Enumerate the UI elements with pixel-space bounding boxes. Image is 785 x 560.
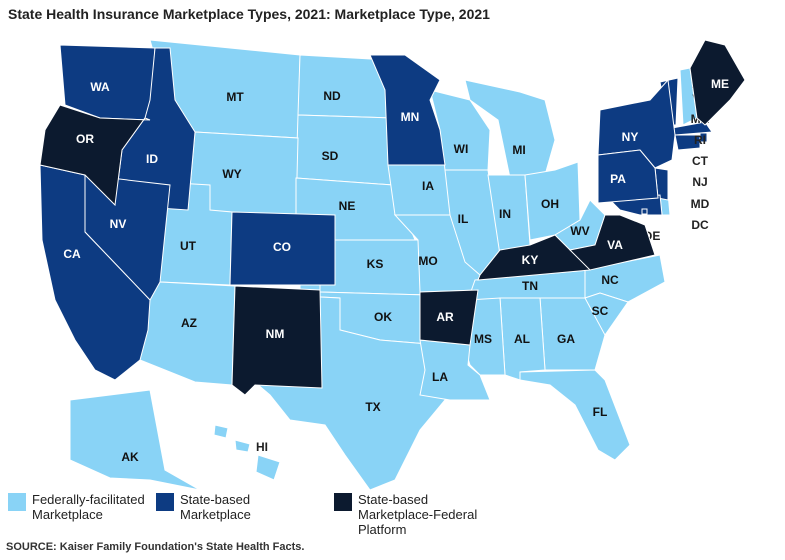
state-label: SC xyxy=(592,304,609,318)
state-label: PA xyxy=(610,172,626,186)
state xyxy=(248,295,446,490)
state-label: MS xyxy=(474,332,492,346)
state-label: DC xyxy=(691,218,709,232)
state-label: KS xyxy=(367,257,384,271)
legend-item: State-based Marketplace-Federal Platform xyxy=(334,492,498,537)
legend-swatch xyxy=(156,493,174,511)
legend-swatch xyxy=(334,493,352,511)
state-label: IL xyxy=(458,212,469,226)
map-title: State Health Insurance Marketplace Types… xyxy=(8,6,490,22)
state xyxy=(213,424,281,481)
state-label: WY xyxy=(222,167,241,181)
state xyxy=(39,164,151,381)
state-label: NM xyxy=(266,327,285,341)
state xyxy=(295,114,394,186)
state-label: NE xyxy=(339,199,356,213)
legend-label: State-based Marketplace-Federal Platform xyxy=(358,492,478,537)
state xyxy=(674,134,701,151)
state-label: NC xyxy=(601,273,619,287)
map: NHMTNDSDWYUTAZNEKSOKTXIAMOWIMIILINOHWVDE… xyxy=(39,39,746,490)
state-label: AR xyxy=(436,310,454,324)
state xyxy=(369,54,446,166)
state-label: OH xyxy=(541,197,559,211)
source-note: SOURCE: Kaiser Family Foundation's State… xyxy=(6,541,305,553)
state-label: GA xyxy=(557,332,575,346)
state xyxy=(519,369,631,461)
state-label: RI xyxy=(694,133,706,147)
state-label: IA xyxy=(422,179,434,193)
state xyxy=(419,339,491,401)
state-label: CT xyxy=(692,154,709,168)
legend-swatch xyxy=(8,493,26,511)
state-label: LA xyxy=(432,370,448,384)
state xyxy=(689,39,746,126)
state xyxy=(139,281,236,386)
state-label: ME xyxy=(711,77,729,91)
legend-item: Federally-facilitated Marketplace xyxy=(8,492,172,522)
state-label: UT xyxy=(180,239,197,253)
state-label: HI xyxy=(256,440,268,454)
state-label: KY xyxy=(522,253,539,267)
legend-item: State-based Marketplace xyxy=(156,492,320,522)
state xyxy=(568,214,656,271)
state-label: WA xyxy=(90,80,110,94)
state xyxy=(641,208,648,215)
state-label: OK xyxy=(374,310,392,324)
legend-label: Federally-facilitated Marketplace xyxy=(32,492,145,522)
state-label: AZ xyxy=(181,316,197,330)
state-label: VA xyxy=(607,238,623,252)
state-label: AL xyxy=(514,332,530,346)
state-label: MT xyxy=(226,90,244,104)
state-label: MD xyxy=(691,197,710,211)
state xyxy=(419,289,479,346)
state xyxy=(229,211,336,286)
state-label: WV xyxy=(570,224,589,238)
state xyxy=(69,389,201,490)
state-label: ND xyxy=(323,89,341,103)
state xyxy=(231,285,323,396)
state-label: MN xyxy=(401,110,420,124)
state-label: NY xyxy=(622,130,639,144)
state-label: CA xyxy=(63,247,81,261)
state-label: SD xyxy=(322,149,339,163)
state-label: MI xyxy=(512,143,525,157)
state-label: MO xyxy=(418,254,437,268)
state-label: CO xyxy=(273,240,291,254)
state-label: ID xyxy=(146,152,158,166)
legend-label: State-based Marketplace xyxy=(180,492,251,522)
state-label: WI xyxy=(454,142,469,156)
state-label: IN xyxy=(499,207,511,221)
state xyxy=(597,149,659,204)
state-label: FL xyxy=(593,405,608,419)
state-label: TN xyxy=(522,279,538,293)
state-label: OR xyxy=(76,132,94,146)
state-label: NJ xyxy=(692,175,707,189)
state xyxy=(39,104,151,207)
state-label: NV xyxy=(110,217,127,231)
state-label: TX xyxy=(365,400,380,414)
state-label: AK xyxy=(121,450,139,464)
